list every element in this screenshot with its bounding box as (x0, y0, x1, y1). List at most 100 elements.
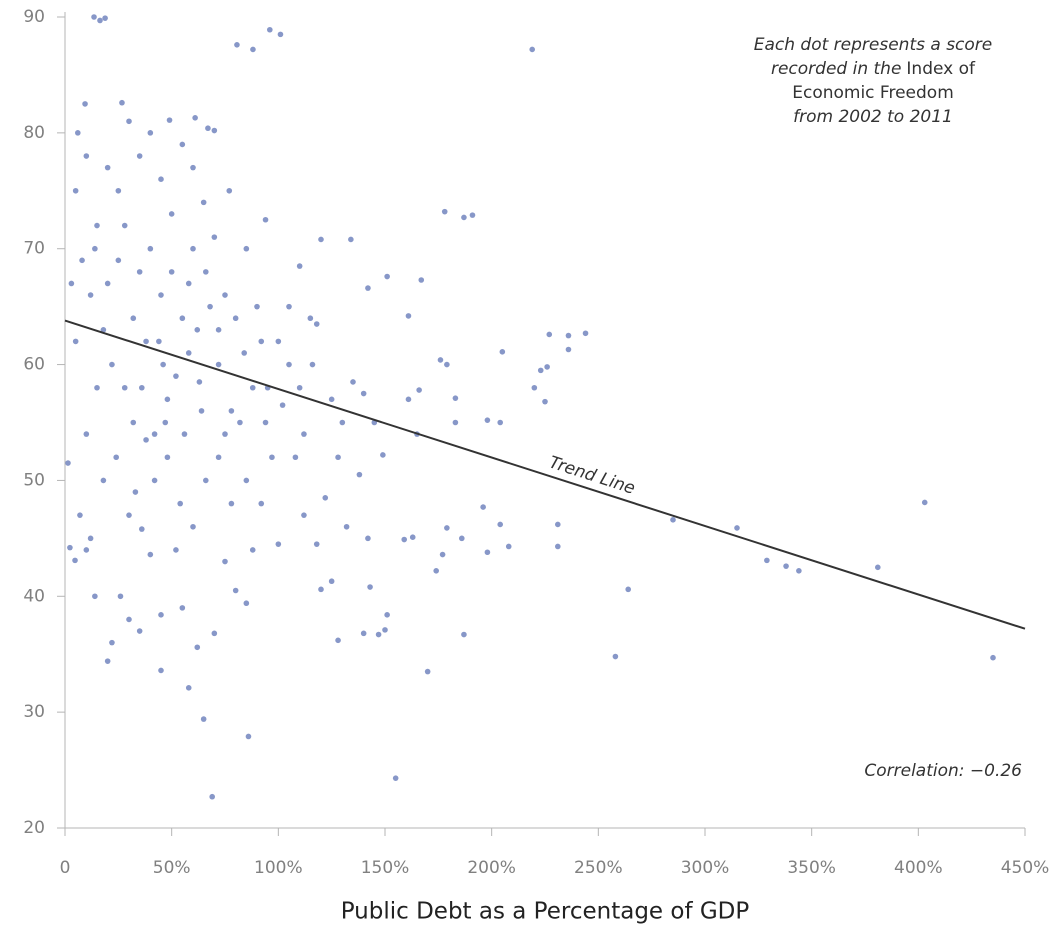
x-tick-label: 50% (153, 858, 191, 878)
dot (424, 668, 431, 675)
x-tick-label: 0 (60, 858, 71, 878)
dot (497, 521, 504, 528)
dot (115, 187, 122, 194)
dot (168, 269, 175, 275)
dot (205, 125, 211, 132)
dot (262, 216, 269, 223)
dot (65, 460, 71, 466)
dot (384, 273, 390, 280)
dot (136, 153, 143, 159)
dot (168, 211, 175, 217)
dot (100, 327, 107, 333)
trend-label: Trend Line (547, 453, 638, 499)
dot (72, 557, 78, 564)
dot (87, 292, 94, 298)
dot (499, 349, 506, 355)
dot (104, 658, 111, 664)
dot (151, 431, 158, 437)
dot (309, 361, 316, 368)
dot (185, 685, 192, 691)
dot (418, 277, 425, 283)
dot (461, 214, 467, 221)
dot (565, 346, 572, 353)
dot (544, 364, 550, 370)
dot (194, 644, 201, 651)
dot (94, 222, 100, 229)
dot (181, 431, 188, 437)
dot (139, 384, 145, 391)
dot (211, 630, 218, 637)
dot (565, 332, 572, 339)
dot (277, 31, 284, 38)
dot (339, 419, 346, 426)
dot (275, 541, 282, 547)
dot (156, 338, 162, 345)
trend-line (64, 319, 1026, 630)
dot (173, 547, 179, 553)
dot (179, 141, 186, 148)
dot (258, 338, 265, 345)
dot (194, 327, 201, 333)
dot (200, 199, 207, 206)
dot (469, 212, 476, 218)
dot (72, 338, 79, 345)
dot (360, 390, 367, 397)
dot (158, 292, 164, 298)
dot (79, 257, 85, 264)
dot (132, 489, 139, 495)
y-tick-label: 20 (23, 818, 45, 838)
dot (461, 631, 467, 638)
note: Each dot represents a score recorded in … (754, 35, 993, 127)
dot (921, 499, 928, 506)
dot (484, 417, 491, 423)
dot (121, 222, 128, 229)
dot (162, 419, 169, 426)
dot (875, 564, 881, 571)
x-tick-label: 100% (254, 858, 303, 878)
dot (531, 384, 538, 391)
dot (130, 419, 137, 426)
dot (232, 587, 239, 594)
dot (365, 285, 371, 291)
note-line: Economic Freedom (792, 83, 954, 103)
dot (97, 17, 103, 24)
dot (301, 512, 307, 518)
dot (249, 384, 256, 391)
dot (555, 521, 561, 528)
x-tick-label: 200% (467, 858, 516, 878)
dot (322, 495, 329, 501)
dot (296, 263, 303, 269)
x-axis-label: Public Debt as a Percentage of GDP (341, 899, 750, 925)
x-tick-label: 450% (1001, 858, 1050, 878)
dot (269, 454, 275, 461)
dot (222, 558, 228, 565)
dot (83, 547, 90, 553)
dot (192, 114, 198, 121)
dot (196, 379, 203, 385)
dot (437, 357, 444, 363)
dot (211, 234, 218, 240)
dot (147, 130, 154, 136)
dot (117, 593, 124, 600)
dot (92, 593, 98, 600)
dot (75, 130, 81, 136)
dot (151, 477, 158, 484)
dot (198, 408, 205, 414)
dot (258, 500, 265, 507)
dot (136, 269, 143, 275)
dot (68, 280, 75, 287)
dot (185, 350, 192, 356)
dot (537, 367, 544, 374)
dot (249, 547, 256, 553)
note-part: recorded in the (771, 59, 901, 79)
dot (115, 257, 122, 264)
dot (222, 292, 228, 298)
dot (92, 245, 98, 252)
dot (459, 535, 465, 542)
dot (275, 338, 282, 345)
x-tick-label: 250% (574, 858, 623, 878)
dot (215, 361, 222, 368)
dot (104, 280, 111, 287)
dot (83, 431, 90, 437)
dot (328, 396, 335, 403)
